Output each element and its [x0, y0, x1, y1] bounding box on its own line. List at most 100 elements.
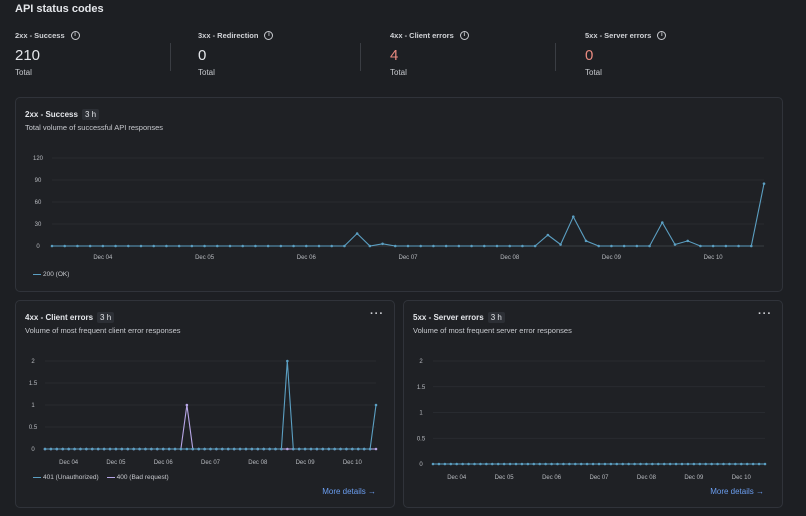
card-subtitle: Total volume of successful API responses — [25, 123, 163, 132]
more-details-link[interactable]: More details → — [322, 487, 376, 496]
stat-label: 3xx - Redirection — [198, 31, 259, 40]
legend-item[interactable]: 200 (OK) — [33, 271, 69, 278]
success-card — [15, 97, 783, 292]
data-point — [304, 244, 308, 248]
y-tick-label: 1.5 — [29, 381, 38, 387]
data-point — [749, 244, 753, 248]
stat-value: 4 — [390, 47, 399, 64]
info-icon[interactable]: i — [459, 31, 469, 40]
data-point — [745, 462, 749, 466]
data-point — [317, 244, 321, 248]
data-point — [660, 221, 664, 224]
legend: 200 (OK) — [33, 271, 69, 278]
more-options-icon[interactable]: ··· — [758, 308, 772, 320]
data-point — [722, 462, 725, 466]
data-point — [165, 244, 168, 248]
data-point — [698, 462, 702, 466]
data-point — [622, 244, 626, 248]
data-point — [656, 462, 660, 466]
data-point — [368, 447, 372, 451]
data-point — [209, 447, 212, 451]
x-tick-label: Dec 08 — [637, 475, 657, 481]
data-point — [496, 462, 500, 466]
stat-sub: Total — [15, 68, 32, 77]
data-point — [573, 462, 577, 466]
stat-value: 0 — [198, 47, 207, 64]
card-subtitle: Volume of most frequent client error res… — [25, 326, 181, 335]
data-point — [374, 403, 378, 407]
x-tick-label: Dec 10 — [343, 460, 363, 466]
x-tick-label: Dec 04 — [447, 475, 467, 481]
data-point — [185, 447, 189, 451]
stat-sub: Total — [390, 68, 407, 77]
data-point — [762, 182, 766, 185]
info-icon[interactable]: i — [264, 31, 274, 40]
y-tick-label: 0 — [31, 447, 35, 453]
data-point — [61, 447, 65, 451]
info-icon[interactable]: i — [70, 31, 80, 40]
data-point — [126, 244, 130, 248]
data-point — [559, 243, 562, 246]
data-point — [268, 447, 271, 451]
data-point — [526, 462, 530, 466]
data-point — [419, 244, 423, 248]
y-tick-label: 1 — [419, 411, 423, 417]
y-tick-label: 90 — [35, 178, 42, 184]
server-errors-card — [403, 300, 783, 508]
data-point — [76, 244, 79, 248]
data-point — [339, 447, 342, 451]
data-point — [303, 447, 307, 451]
data-point — [280, 447, 283, 451]
data-point — [79, 447, 82, 451]
interval-badge: 3 h — [487, 312, 505, 323]
data-point — [73, 447, 76, 451]
data-point — [177, 244, 181, 248]
legend-item[interactable]: 401 (Unauthorized) — [33, 474, 99, 481]
data-point — [473, 462, 476, 466]
info-icon[interactable]: i — [657, 31, 667, 40]
legend-item[interactable]: 400 (Bad request) — [106, 474, 169, 481]
x-tick-label: Dec 05 — [106, 460, 126, 466]
data-point — [50, 244, 54, 248]
divider — [170, 43, 171, 71]
data-point — [431, 462, 435, 466]
data-point — [544, 462, 547, 466]
data-point — [321, 447, 325, 451]
x-tick-label: Dec 07 — [589, 475, 609, 481]
data-point — [190, 244, 194, 248]
data-point — [90, 447, 94, 451]
stat-2xx: 2xx - Success i 210 Total — [15, 31, 80, 77]
data-point — [101, 244, 105, 248]
data-point — [479, 462, 482, 466]
data-point — [699, 244, 702, 248]
data-point — [757, 462, 761, 466]
data-point — [443, 462, 447, 466]
data-point — [345, 447, 348, 451]
y-tick-label: 30 — [35, 222, 42, 228]
data-point — [444, 244, 448, 248]
data-point — [228, 244, 232, 248]
data-point — [556, 462, 559, 466]
data-point — [203, 447, 206, 451]
data-point — [203, 244, 206, 248]
data-point — [514, 462, 518, 466]
data-point — [185, 403, 189, 407]
divider — [555, 43, 556, 71]
data-point — [226, 447, 230, 451]
y-tick-label: 1.5 — [417, 385, 426, 391]
data-point — [568, 462, 571, 466]
y-tick-label: 0.5 — [29, 425, 38, 431]
more-options-icon[interactable]: ··· — [370, 308, 384, 320]
x-tick-label: Dec 08 — [500, 255, 520, 261]
more-details-link[interactable]: More details → — [710, 487, 764, 496]
data-point — [343, 244, 346, 248]
data-point — [710, 462, 713, 466]
data-point — [241, 244, 245, 248]
data-point — [597, 244, 601, 248]
data-point — [215, 244, 219, 248]
data-point — [521, 244, 524, 248]
card-title: 5xx - Server errors 3 h — [413, 312, 505, 323]
data-point — [393, 244, 397, 248]
